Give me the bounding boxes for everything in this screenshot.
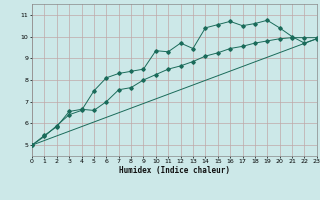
X-axis label: Humidex (Indice chaleur): Humidex (Indice chaleur) xyxy=(119,166,230,175)
